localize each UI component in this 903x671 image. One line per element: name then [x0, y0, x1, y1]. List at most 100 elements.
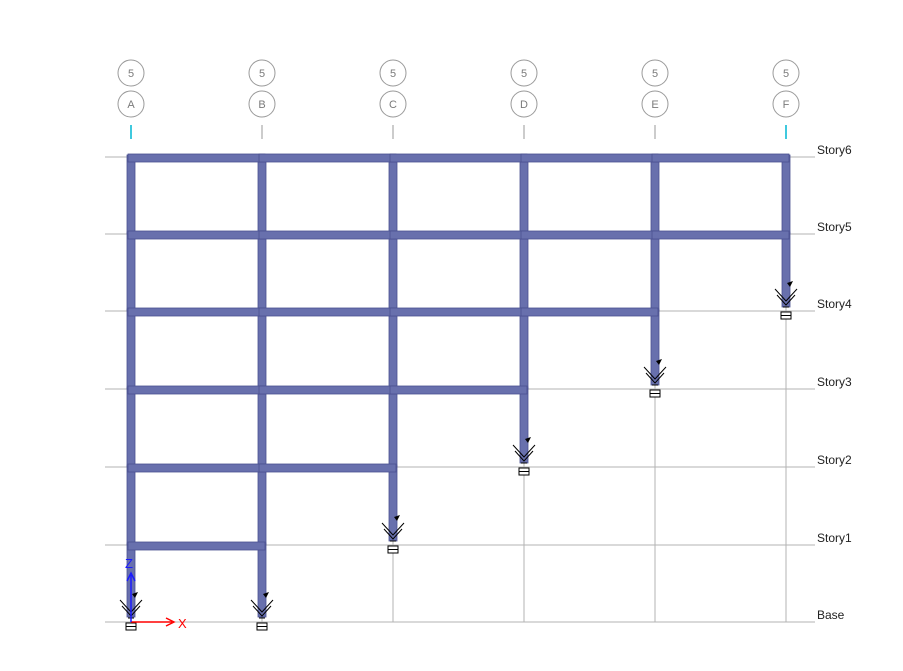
support-chevron-upper: [250, 599, 274, 613]
column-f-story5[interactable]: [781, 231, 791, 308]
support-e[interactable]: [643, 359, 667, 398]
column-b-story5[interactable]: [257, 231, 267, 312]
story-label-story6: Story6: [817, 143, 852, 157]
bubble-bottom-label: E: [651, 99, 658, 111]
story-label-story2: Story2: [817, 453, 852, 467]
support-c[interactable]: [381, 515, 405, 554]
bubble-bottom-circle: [379, 90, 407, 118]
bubble-bottom-circle: [772, 90, 800, 118]
bubble-bottom-circle: [248, 90, 276, 118]
column-b-story6[interactable]: [257, 154, 267, 235]
beam-ab-story6[interactable]: [127, 153, 266, 163]
column-b-story1[interactable]: [257, 542, 267, 618]
bubble-bottom-label: A: [127, 99, 135, 111]
support-flag: [525, 437, 531, 443]
support-chevron-lower: [776, 294, 796, 306]
support-flag: [394, 515, 400, 521]
column-c-story3[interactable]: [388, 386, 398, 468]
support-flag: [787, 281, 793, 287]
support-flag: [263, 592, 269, 598]
bubble-bottom-label: C: [389, 99, 397, 111]
column-a-story3[interactable]: [126, 386, 136, 468]
beam-ab-story4[interactable]: [127, 307, 266, 317]
beam-cd-story5[interactable]: [389, 230, 528, 240]
column-b-story3[interactable]: [257, 386, 267, 468]
column-e-story6[interactable]: [650, 154, 660, 235]
beam-cd-story3[interactable]: [389, 385, 528, 395]
beam-bc-story5[interactable]: [258, 230, 397, 240]
column-b-story4[interactable]: [257, 308, 267, 390]
bubble-top-circle: [379, 59, 407, 87]
grid-bubble-f[interactable]: 5F: [772, 59, 800, 139]
beam-ef-story5[interactable]: [651, 230, 790, 240]
beam-ab-story1[interactable]: [127, 541, 266, 551]
axis-triad: X Z: [125, 556, 187, 631]
bubble-bottom-label: F: [783, 99, 790, 111]
grid-bubble-d[interactable]: 5D: [510, 59, 538, 139]
column-e-story5[interactable]: [650, 231, 660, 312]
grid-bubble-e[interactable]: 5E: [641, 59, 669, 139]
column-f-story6[interactable]: [781, 154, 791, 235]
beam-de-story4[interactable]: [520, 307, 659, 317]
bubble-top-label: 5: [128, 68, 134, 80]
support-chevron-upper: [381, 522, 405, 536]
beam-ab-story5[interactable]: [127, 230, 266, 240]
beam-bc-story2[interactable]: [258, 463, 397, 473]
beam-de-story5[interactable]: [520, 230, 659, 240]
z-arrow-head: [126, 571, 136, 582]
story-label-story3: Story3: [817, 375, 852, 389]
beam-bc-story4[interactable]: [258, 307, 397, 317]
column-a-story5[interactable]: [126, 231, 136, 312]
column-d-story4[interactable]: [519, 308, 529, 390]
support-chevron-upper: [774, 288, 798, 302]
support-d[interactable]: [512, 437, 536, 476]
bubble-top-circle: [641, 59, 669, 87]
grid-bubble-b[interactable]: 5B: [248, 59, 276, 139]
column-a-story2[interactable]: [126, 464, 136, 546]
support-flag: [656, 359, 662, 365]
story-label-story1: Story1: [817, 531, 852, 545]
support-chevron-lower: [514, 450, 534, 462]
beam-ef-story6[interactable]: [651, 153, 790, 163]
support-chevron-lower: [383, 528, 403, 540]
column-d-story3[interactable]: [519, 386, 529, 464]
grid-bubble-c[interactable]: 5C: [379, 59, 407, 139]
support-chevron-upper: [643, 366, 667, 380]
bubble-top-label: 5: [652, 68, 658, 80]
support-b[interactable]: [250, 592, 274, 631]
x-axis-label: X: [178, 616, 187, 631]
bubble-top-label: 5: [390, 68, 396, 80]
bubble-bottom-circle: [117, 90, 145, 118]
column-c-story4[interactable]: [388, 308, 398, 390]
beam-ab-story2[interactable]: [127, 463, 266, 473]
column-a-story4[interactable]: [126, 308, 136, 390]
column-e-story4[interactable]: [650, 308, 660, 386]
bubble-top-circle: [117, 59, 145, 87]
column-d-story5[interactable]: [519, 231, 529, 312]
bubble-top-circle: [248, 59, 276, 87]
column-c-story6[interactable]: [388, 154, 398, 235]
column-c-story2[interactable]: [388, 464, 398, 542]
column-d-story6[interactable]: [519, 154, 529, 235]
column-b-story2[interactable]: [257, 464, 267, 546]
bubble-bottom-circle: [641, 90, 669, 118]
beam-cd-story6[interactable]: [389, 153, 528, 163]
bubble-bottom-circle: [510, 90, 538, 118]
beam-de-story6[interactable]: [520, 153, 659, 163]
bubble-top-label: 5: [783, 68, 789, 80]
beam-cd-story4[interactable]: [389, 307, 528, 317]
support-chevron-lower: [252, 605, 272, 617]
support-chevron-lower: [645, 372, 665, 384]
bubble-bottom-label: B: [258, 99, 265, 111]
beam-bc-story3[interactable]: [258, 385, 397, 395]
beam-ab-story3[interactable]: [127, 385, 266, 395]
column-a-story6[interactable]: [126, 154, 136, 235]
beam-bc-story6[interactable]: [258, 153, 397, 163]
support-f[interactable]: [774, 281, 798, 320]
column-c-story5[interactable]: [388, 231, 398, 312]
grid-bubble-a[interactable]: 5A: [117, 59, 145, 139]
supports-layer: [119, 281, 798, 631]
